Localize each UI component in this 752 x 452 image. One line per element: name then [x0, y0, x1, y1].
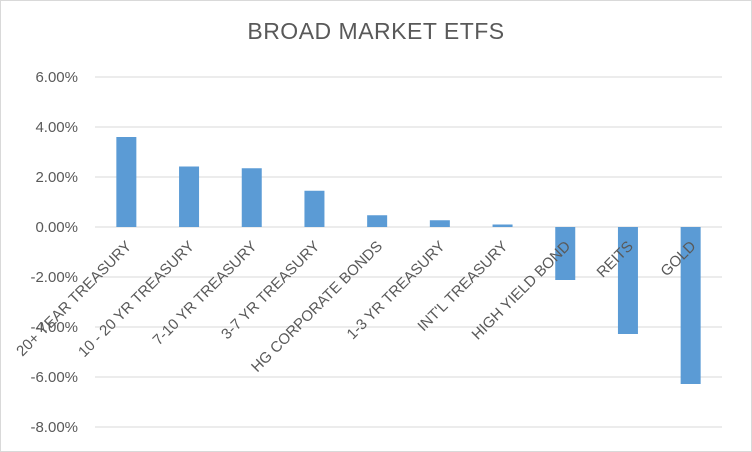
x-category-label: 7-10 YR TREASURY [150, 238, 261, 349]
y-tick-label: 2.00% [35, 169, 78, 186]
y-tick-label: -2.00% [30, 269, 78, 286]
y-tick-label: -4.00% [30, 319, 78, 336]
chart-title: BROAD MARKET ETFS [247, 18, 505, 44]
bar [241, 168, 262, 227]
y-tick-label: -6.00% [30, 369, 78, 386]
bar [617, 227, 638, 334]
bar [429, 220, 450, 227]
bar [492, 224, 513, 227]
bar [680, 227, 701, 384]
x-category-label: HG CORPORATE BONDS [248, 238, 386, 376]
y-tick-label: 4.00% [35, 119, 78, 136]
y-tick-label: 6.00% [35, 69, 78, 86]
x-category-label: 10 - 20 YR TREASURY [75, 238, 198, 361]
bar [116, 137, 137, 227]
bar [555, 227, 576, 280]
y-tick-label: 0.00% [35, 219, 78, 236]
bar [304, 190, 325, 227]
bar [367, 215, 388, 227]
bar [179, 166, 200, 227]
y-tick-label: -8.00% [30, 419, 78, 436]
x-category-label: 20+ YEAR TREASURY [13, 238, 135, 360]
